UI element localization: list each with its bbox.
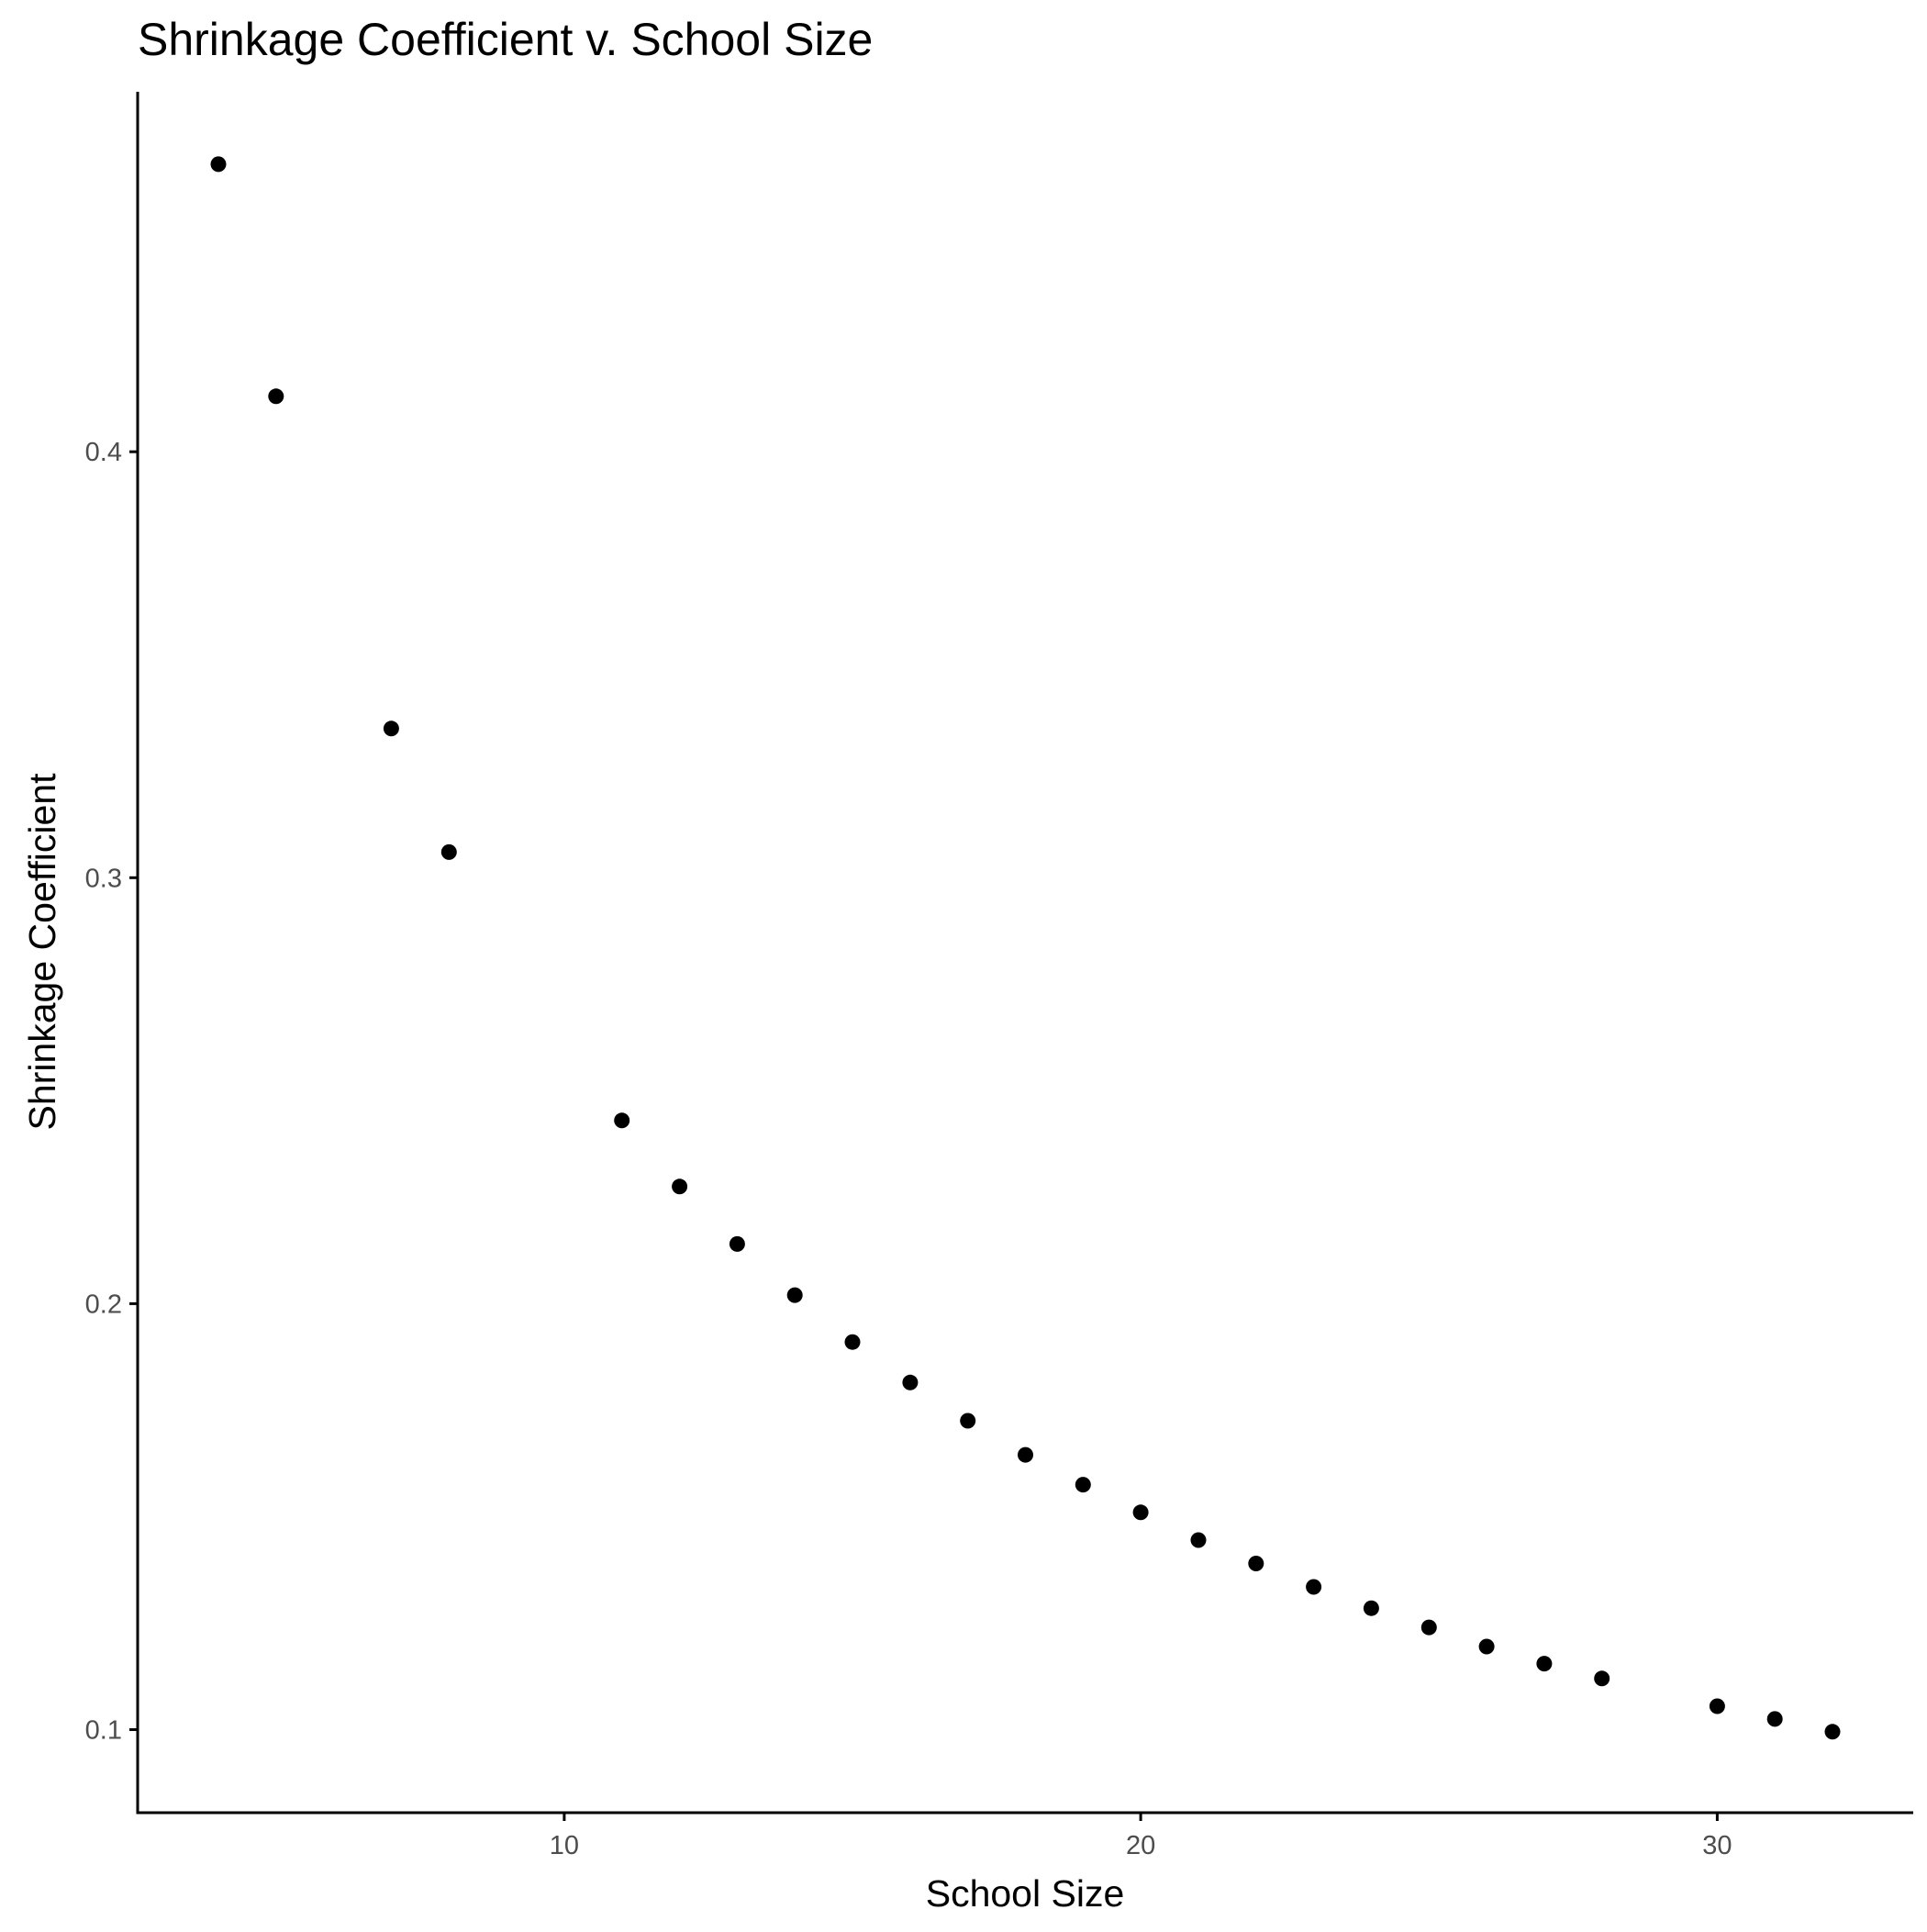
y-axis-title: Shrinkage Coefficient [21, 773, 63, 1131]
x-tick-label: 20 [1126, 1831, 1155, 1860]
data-point [268, 388, 284, 405]
data-point [1594, 1670, 1610, 1687]
x-axis-title: School Size [926, 1872, 1125, 1915]
data-point [844, 1334, 861, 1350]
data-points [210, 156, 1841, 1740]
y-tick-label: 0.2 [85, 1290, 122, 1319]
data-point [1248, 1556, 1264, 1571]
data-point [1306, 1579, 1322, 1595]
data-point [1363, 1600, 1379, 1616]
data-point [902, 1374, 919, 1390]
data-point [1075, 1477, 1091, 1493]
y-axis-ticks: 0.1 0.2 0.3 0.4 [85, 438, 138, 1746]
data-point [1766, 1711, 1783, 1727]
y-tick-label: 0.1 [85, 1716, 122, 1746]
x-tick-label: 10 [550, 1831, 579, 1860]
data-point [440, 843, 457, 860]
data-point [1709, 1698, 1725, 1714]
chart-title: Shrinkage Coefficient v. School Size [138, 14, 873, 65]
data-point [383, 720, 399, 737]
data-point [729, 1235, 745, 1252]
data-point [672, 1178, 688, 1195]
data-point [786, 1287, 803, 1303]
data-point [614, 1112, 630, 1129]
y-tick-label: 0.3 [85, 864, 122, 893]
x-tick-label: 30 [1702, 1831, 1732, 1860]
data-point [960, 1413, 976, 1429]
data-point [1190, 1532, 1207, 1548]
y-tick-label: 0.4 [85, 438, 122, 467]
data-point [1824, 1724, 1841, 1740]
data-point [210, 156, 227, 173]
data-point [1478, 1638, 1495, 1655]
data-point [1132, 1504, 1149, 1521]
data-point [1420, 1619, 1437, 1636]
data-point [1536, 1656, 1553, 1672]
data-point [1018, 1446, 1033, 1463]
x-axis-ticks: 10 20 30 [550, 1813, 1732, 1860]
